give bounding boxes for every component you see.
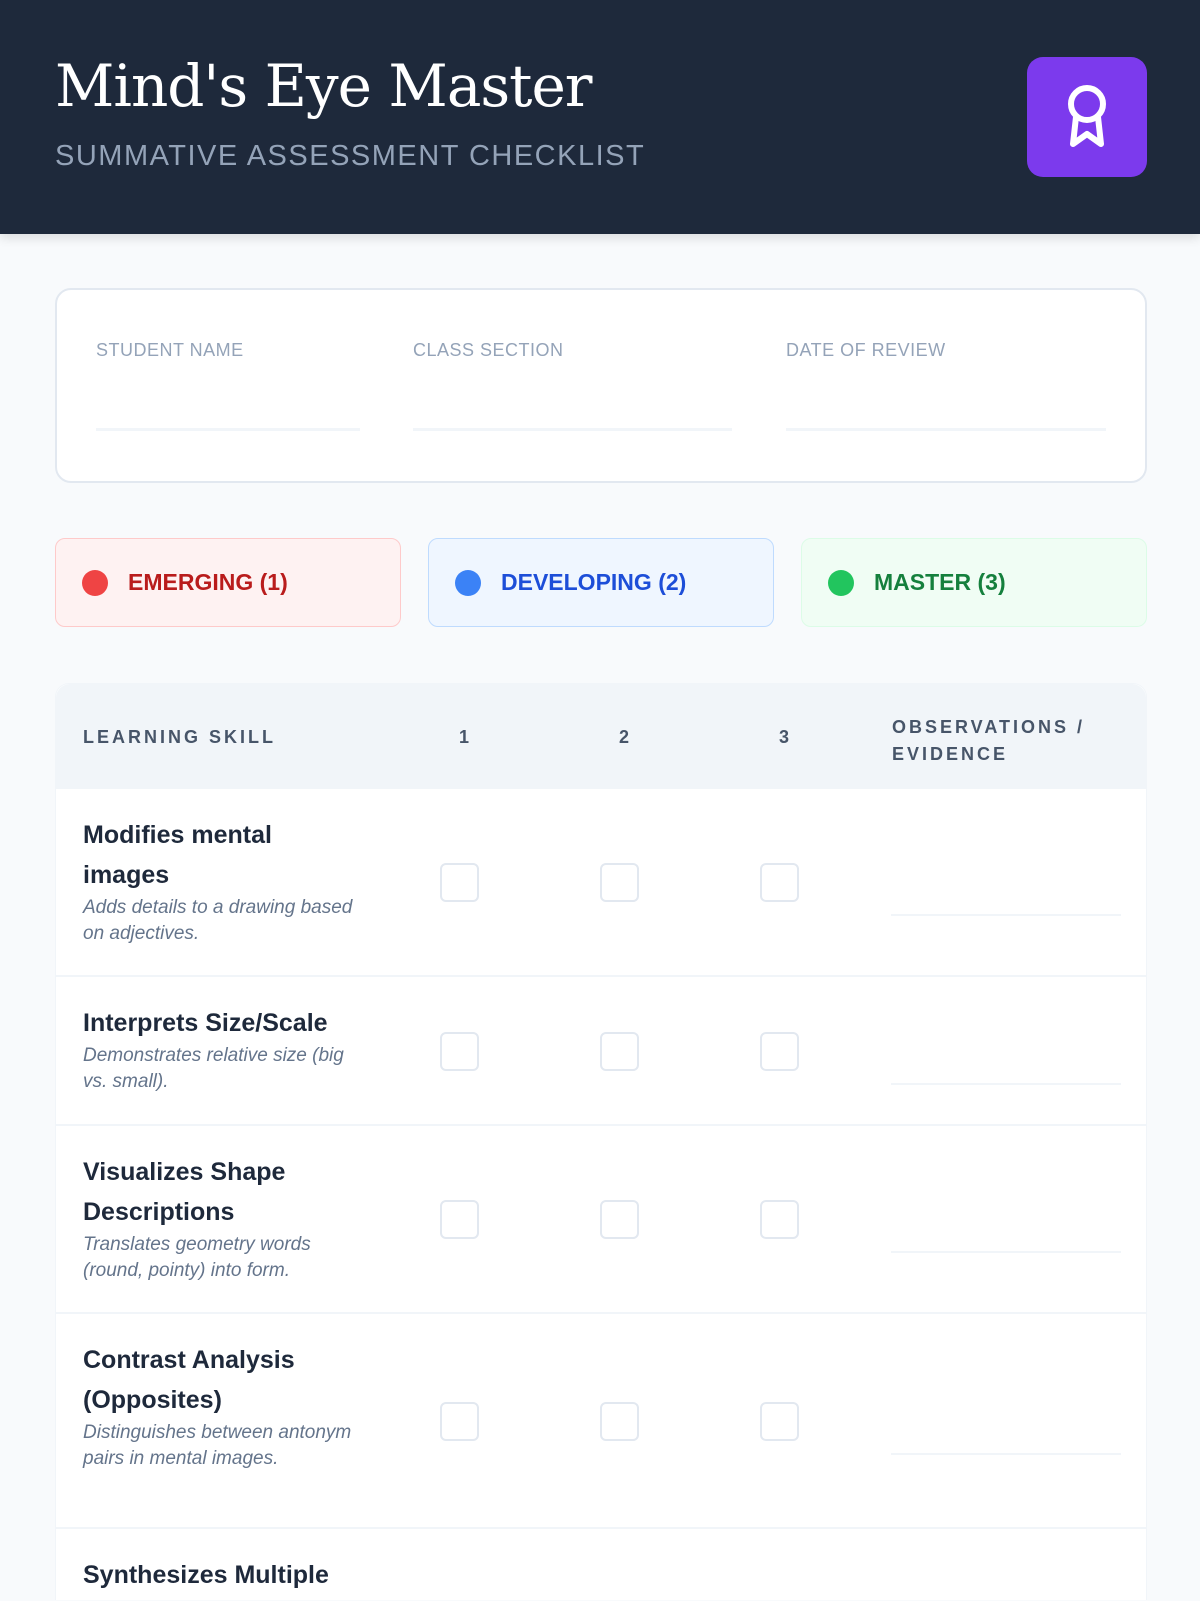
developing-dot-icon: [455, 569, 481, 596]
level-3-checkbox[interactable]: [760, 1031, 799, 1071]
class-section-input[interactable]: [413, 428, 732, 431]
skill-cell: Interprets Size/Scale Demonstrates relati…: [83, 1003, 353, 1095]
date-of-review-input[interactable]: [786, 428, 1106, 431]
student-name-field[interactable]: STUDENT NAME: [96, 340, 360, 431]
table-row: Interprets Size/Scale Demonstrates relati…: [56, 977, 1146, 1126]
observations-input[interactable]: [891, 914, 1121, 916]
skill-cell: Synthesizes Multiple: [83, 1555, 353, 1595]
header-level-3: 3: [779, 727, 793, 747]
skill-description: Demonstrates relative size (big vs. smal…: [83, 1045, 344, 1092]
skill-description: Adds details to a drawing based on adjec…: [83, 897, 353, 944]
level-2-checkbox[interactable]: [600, 1031, 639, 1071]
level-3-checkbox[interactable]: [760, 1401, 799, 1441]
table-row: Modifies mental images Adds details to a …: [56, 789, 1146, 977]
level-1-checkbox[interactable]: [440, 863, 479, 902]
header-observations-line1: OBSERVATIONS /: [892, 717, 1086, 737]
legend-label: DEVELOPING (2): [501, 569, 687, 595]
skill-name: Interprets Size/Scale: [83, 1009, 328, 1037]
level-1-checkbox[interactable]: [440, 1031, 479, 1071]
legend-label: EMERGING (1): [128, 569, 288, 595]
level-1-checkbox[interactable]: [440, 1200, 479, 1239]
header-learning-skill: LEARNING SKILL: [83, 727, 276, 747]
table-row: Synthesizes Multiple: [56, 1529, 1146, 1601]
table-row: Visualizes Shape Descriptions Translates …: [56, 1126, 1146, 1314]
skill-description: Translates geometry words (round, pointy…: [83, 1234, 311, 1281]
student-name-label: STUDENT NAME: [96, 340, 244, 360]
skill-cell: Visualizes Shape Descriptions Translates …: [83, 1152, 353, 1284]
page-subtitle: SUMMATIVE ASSESSMENT CHECKLIST: [55, 140, 646, 172]
skill-name: Contrast Analysis (Opposites): [83, 1346, 295, 1414]
class-section-label: CLASS SECTION: [413, 340, 564, 360]
skill-cell: Modifies mental images Adds details to a …: [83, 815, 353, 947]
header-observations: OBSERVATIONS / EVIDENCE: [892, 714, 1085, 768]
master-dot-icon: [828, 569, 854, 596]
header-level-2: 2: [619, 727, 633, 747]
observations-input[interactable]: [891, 1082, 1121, 1085]
student-info-card: STUDENT NAME CLASS SECTION DATE OF REVIE…: [55, 288, 1147, 483]
observations-input[interactable]: [891, 1251, 1121, 1253]
skill-name: Modifies mental images: [83, 821, 272, 889]
legend-developing: DEVELOPING (2): [428, 538, 774, 627]
observations-input[interactable]: [891, 1452, 1121, 1455]
legend-master: MASTER (3): [801, 538, 1147, 627]
legend-emerging: EMERGING (1): [55, 538, 401, 627]
header-observations-line2: EVIDENCE: [892, 744, 1009, 764]
student-name-input[interactable]: [96, 428, 360, 431]
level-3-checkbox[interactable]: [760, 1200, 799, 1239]
level-1-checkbox[interactable]: [440, 1401, 479, 1441]
assessment-table: LEARNING SKILL 1 2 3 OBSERVATIONS / EVID…: [55, 683, 1147, 1600]
table-row: Contrast Analysis (Opposites) Distinguish…: [56, 1314, 1146, 1529]
skill-description: Distinguishes between antonym pairs in m…: [83, 1422, 352, 1469]
level-3-checkbox[interactable]: [760, 863, 799, 902]
header-level-1: 1: [459, 727, 473, 747]
award-ribbon-icon: [1068, 85, 1106, 147]
skill-name: Synthesizes Multiple: [83, 1561, 329, 1589]
class-section-field[interactable]: CLASS SECTION: [413, 340, 732, 431]
skill-name: Visualizes Shape Descriptions: [83, 1158, 286, 1226]
emerging-dot-icon: [82, 569, 108, 596]
level-2-checkbox[interactable]: [600, 1401, 639, 1441]
legend-label: MASTER (3): [874, 569, 1006, 595]
level-2-checkbox[interactable]: [600, 863, 639, 902]
table-header: LEARNING SKILL 1 2 3 OBSERVATIONS / EVID…: [56, 684, 1146, 789]
page-header: Mind's Eye Master SUMMATIVE ASSESSMENT C…: [0, 0, 1200, 234]
page-title: Mind's Eye Master: [55, 52, 593, 120]
award-badge: [1027, 57, 1147, 177]
skill-cell: Contrast Analysis (Opposites) Distinguish…: [83, 1340, 353, 1472]
level-2-checkbox[interactable]: [600, 1200, 639, 1239]
date-of-review-label: DATE OF REVIEW: [786, 340, 946, 360]
date-of-review-field[interactable]: DATE OF REVIEW: [786, 340, 1106, 431]
